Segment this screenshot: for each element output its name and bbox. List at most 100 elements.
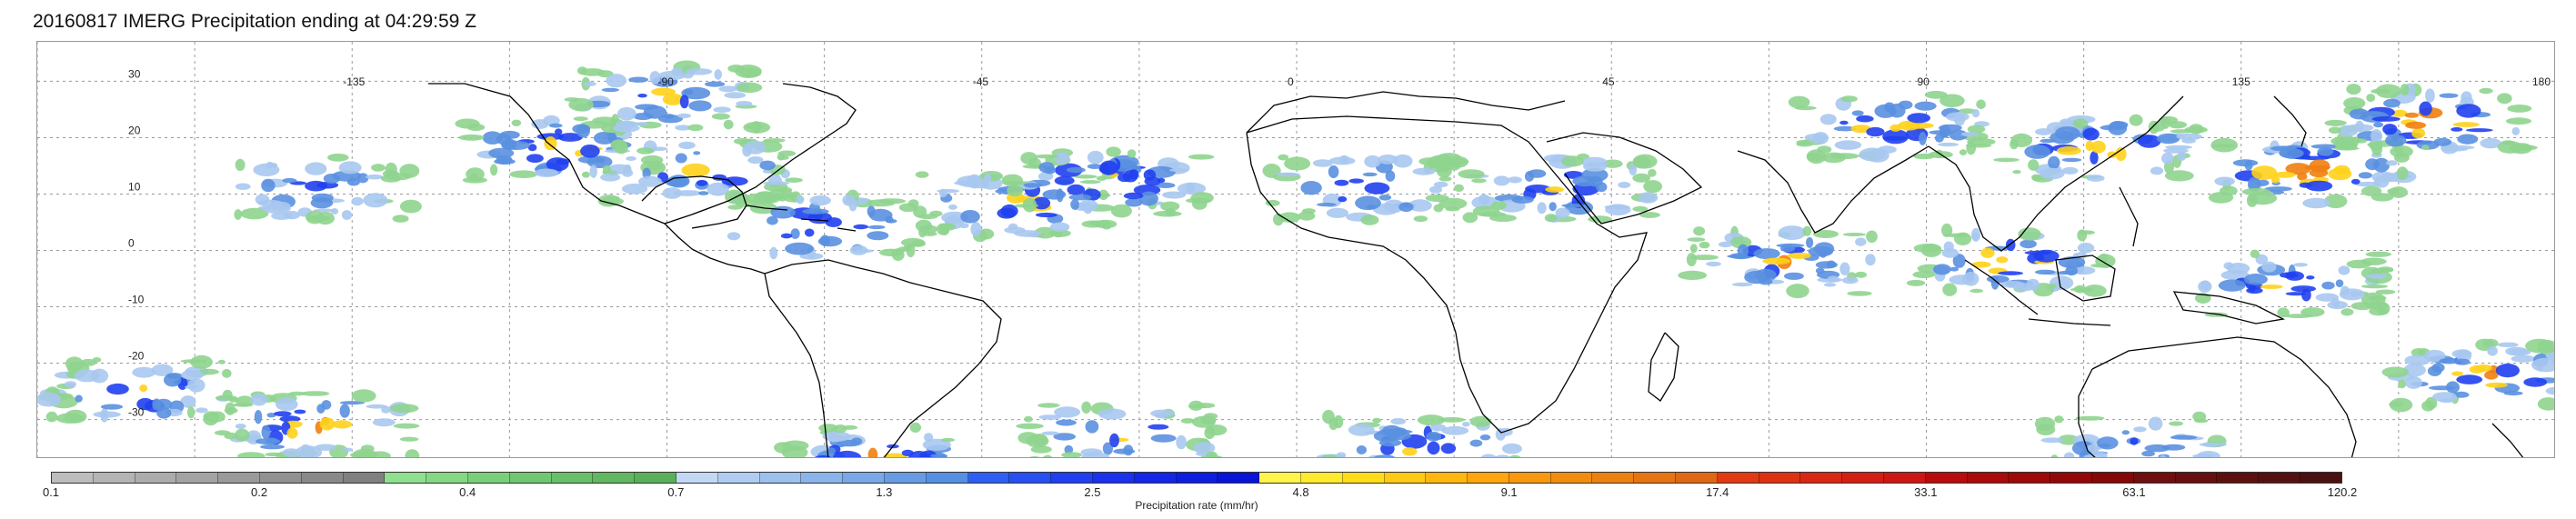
precip-cell [1819,114,1837,125]
precip-cell [1068,194,1092,201]
precip-cell [1300,181,1322,195]
precip-cell [867,447,878,457]
precip-cell [1188,400,1204,411]
precip-cell [1699,241,1710,249]
precip-cell [2075,415,2105,421]
precip-cell [1106,146,1121,157]
precip-cell [2480,137,2501,149]
precip-cell [1364,155,1381,168]
precip-cell [2365,274,2388,279]
precip-cell [2335,279,2344,288]
precip-cell [1433,181,1448,188]
precip-cell [203,413,218,426]
precip-cell [1079,180,1101,185]
precip-cell [696,179,708,186]
precip-cell [1014,204,1039,208]
colorbar-tick-label: 33.1 [1914,485,1938,499]
precip-cell [1898,100,1913,110]
precip-cell [681,163,710,177]
precip-cell [240,207,269,220]
precip-cell [399,436,419,442]
colorbar-swatch [926,473,968,483]
precip-cell [1689,244,1698,254]
precip-cell [621,183,648,195]
precip-cell [1070,199,1080,210]
precip-cell [1730,236,1752,249]
precip-cell [581,171,590,178]
precip-cell [235,158,246,171]
precip-cell [1150,434,1177,443]
precip-cell [190,354,213,369]
precip-cell [2497,93,2512,105]
precip-cell [735,65,762,78]
precip-cell [2048,155,2060,169]
precip-cell [616,106,636,121]
precip-cell [970,222,982,237]
precip-cell [1970,288,1984,294]
precip-cell [1632,154,1658,169]
precip-cell [2411,127,2426,139]
precip-cell [1203,413,1218,420]
precip-cell [707,182,729,196]
precip-cell [1087,164,1102,170]
precip-cell [305,180,327,192]
precip-cell [930,454,947,457]
precip-cell [2090,151,2099,165]
colorbar-swatch [1717,473,1759,483]
precip-cell [1320,454,1340,457]
precip-cell [2290,285,2316,293]
precip-cell [1689,255,1719,261]
precip-cell [2099,253,2109,264]
precip-cell [711,113,730,120]
colorbar-tick-label: 4.8 [1292,485,1309,499]
precip-cell [549,123,563,128]
precip-cell [1812,230,1839,238]
precip-cell [2248,176,2261,191]
colorbar-swatch [218,473,260,483]
precip-cell [1933,264,1951,275]
precip-cell [393,423,420,429]
precip-cell [458,134,485,141]
precip-cell [1148,424,1169,430]
colorbar-swatch [52,473,94,483]
precip-cell [269,163,278,168]
precip-cell [2431,392,2458,403]
precip-cell [1732,282,1753,287]
precip-cell [300,391,330,396]
precip-cell [747,156,764,165]
precip-cell [305,162,327,175]
precip-cell [392,215,409,223]
colorbar-swatch [801,473,844,483]
colorbar-swatch [1676,473,1718,483]
precip-cell [2168,121,2188,129]
precip-cell [2365,251,2392,257]
precip-cell [2369,306,2389,316]
precip-cell [217,359,226,364]
lat-tick-label: 0 [128,237,135,250]
precip-cell [1081,401,1092,414]
precip-cell [1016,423,1044,429]
precip-cell [274,411,292,417]
precip-cell [677,113,691,119]
precip-cell [330,208,339,215]
precip-cell [1643,180,1662,194]
precip-cell [1471,195,1498,210]
lon-tick-label: 90 [1918,75,1930,88]
precip-cell [1839,120,1849,125]
precip-cell [1960,132,1979,137]
precip-cell [2026,278,2040,291]
precip-cell [1438,416,1466,423]
axis-labels: 30 20 10 0 -10 -20 -30 -135 -90 -45 0 45 90 135 180 [128,67,2551,418]
precip-cell [2243,274,2268,285]
precip-cell [2451,371,2464,376]
precip-cell [1123,192,1144,200]
precip-cell [1561,204,1586,208]
precip-cell [237,452,266,457]
colorbar-swatch [843,473,885,483]
precip-cell [139,384,148,393]
precip-cell [1986,274,2010,284]
colorbar-swatch [551,473,594,483]
precip-cell [2299,182,2312,188]
coastline-sumatra [1964,259,2039,315]
precip-cell [1122,170,1138,183]
